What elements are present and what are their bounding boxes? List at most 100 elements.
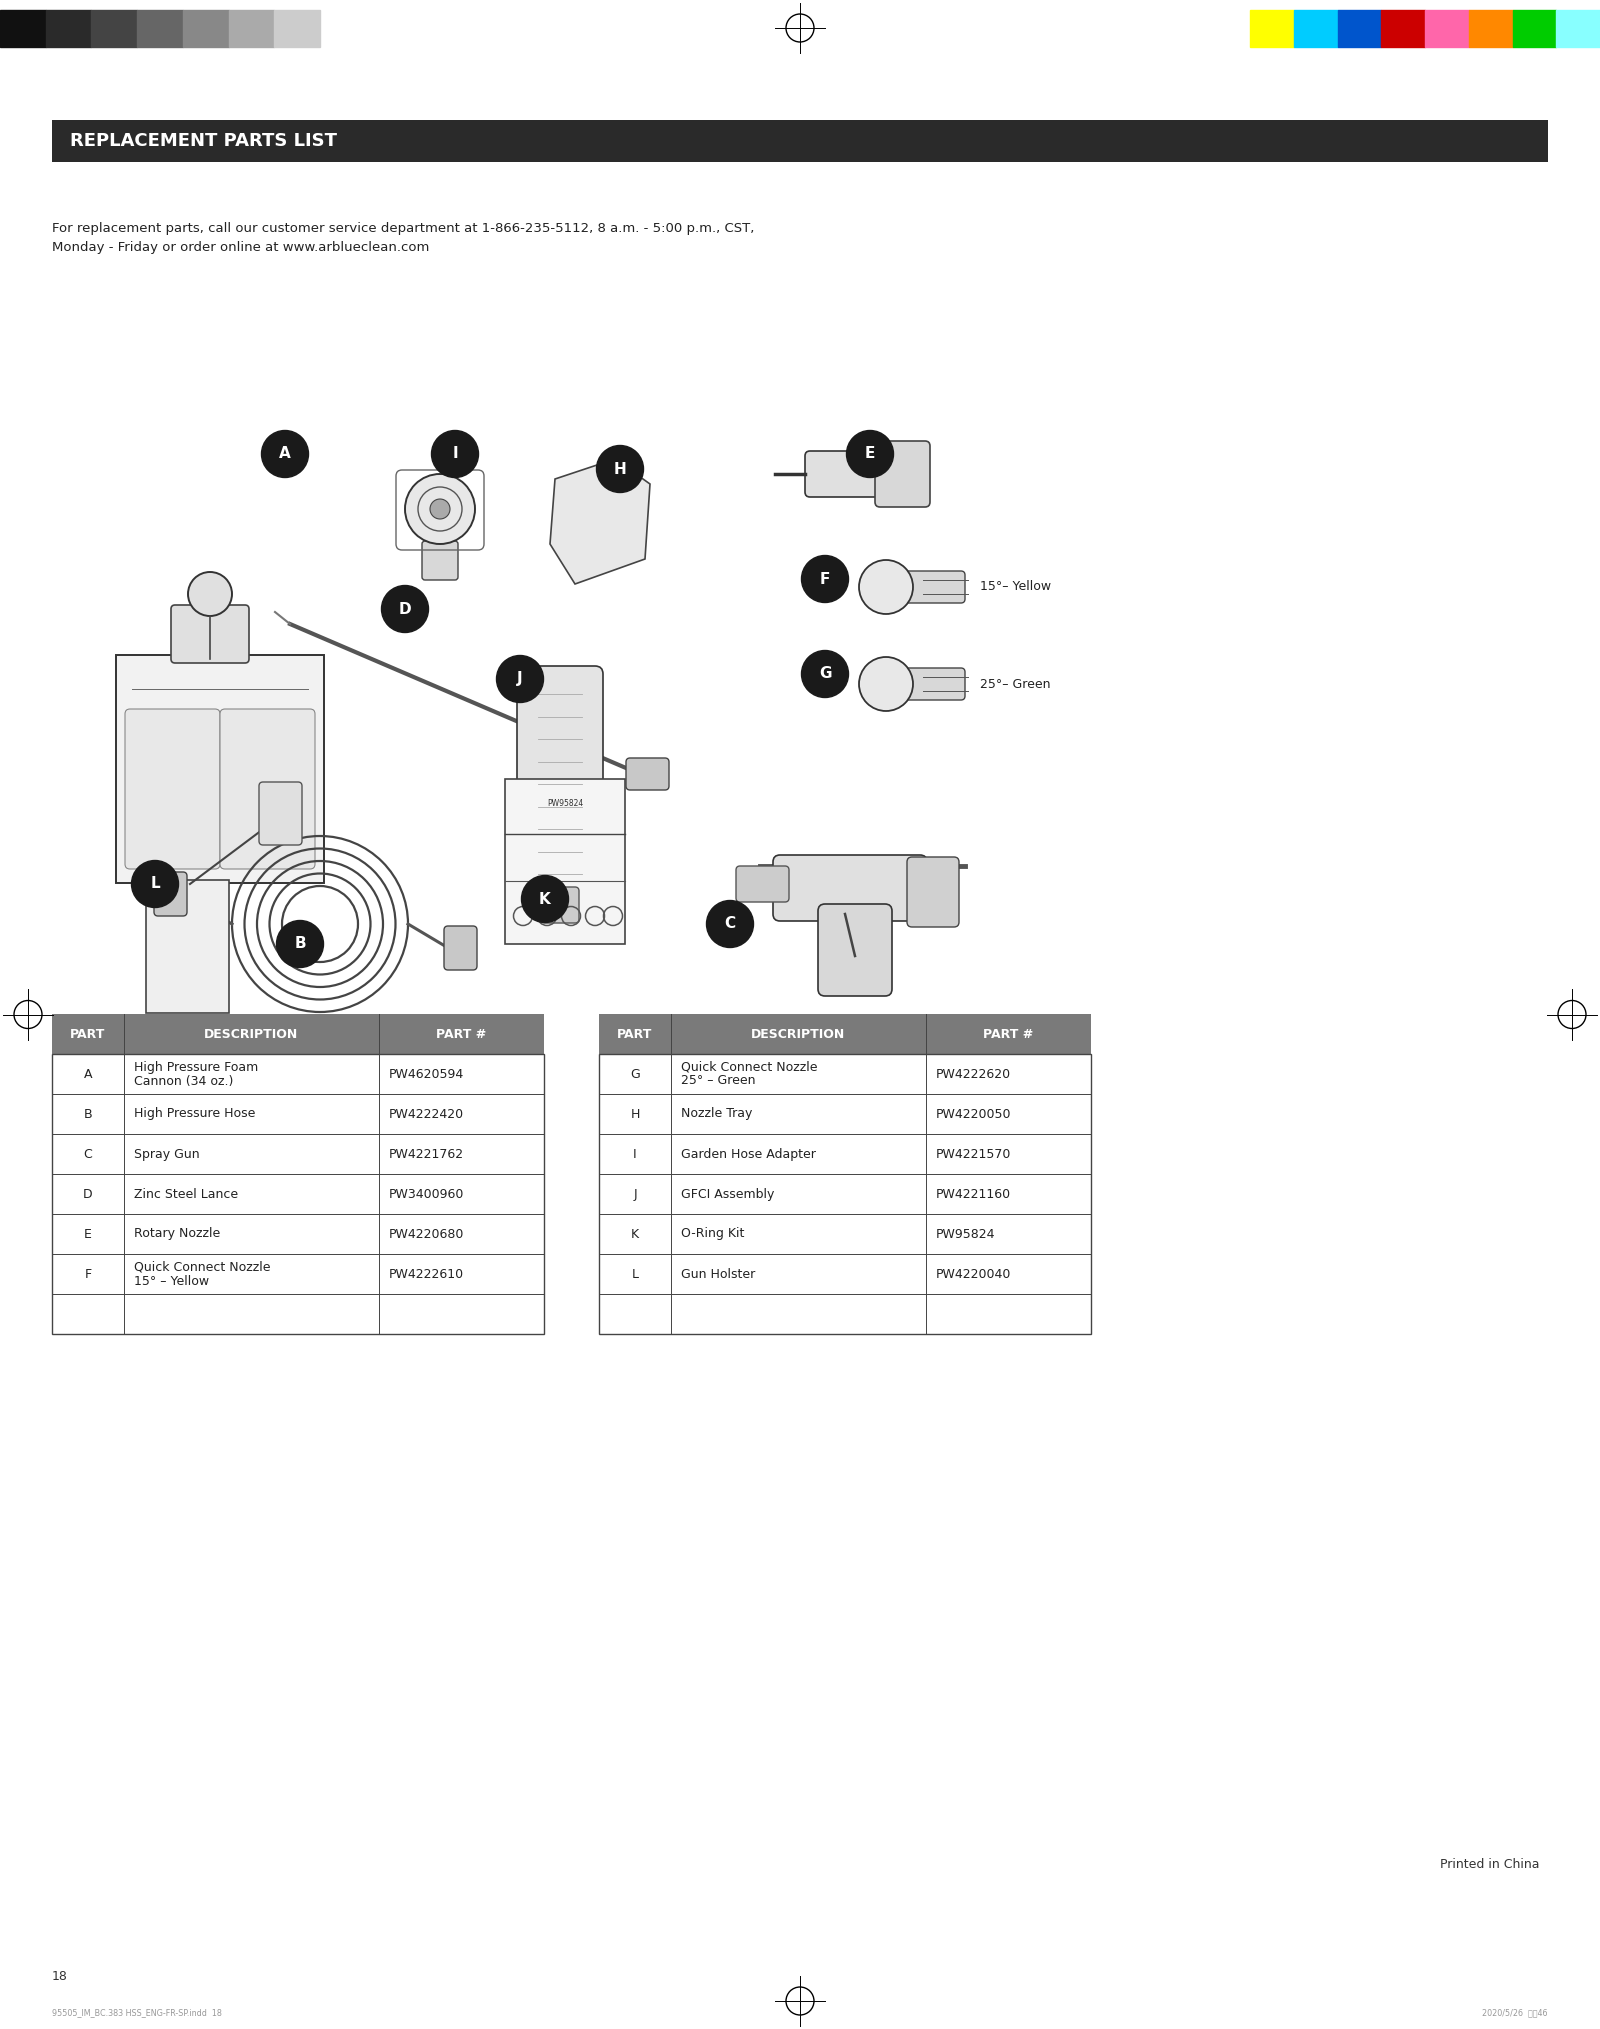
- Text: High Pressure Foam: High Pressure Foam: [134, 1061, 258, 1073]
- Text: A: A: [83, 1067, 93, 1081]
- Text: PW4222610: PW4222610: [389, 1268, 464, 1280]
- Text: Quick Connect Nozzle: Quick Connect Nozzle: [134, 1260, 270, 1274]
- Text: Printed in China: Printed in China: [1440, 1857, 1539, 1871]
- Bar: [598, 1014, 1091, 1053]
- Circle shape: [381, 586, 429, 633]
- Circle shape: [859, 560, 914, 615]
- Bar: [51, 1213, 544, 1254]
- FancyBboxPatch shape: [736, 866, 789, 903]
- Text: DESCRIPTION: DESCRIPTION: [205, 1027, 299, 1041]
- Text: D: D: [83, 1187, 93, 1201]
- FancyBboxPatch shape: [115, 655, 323, 883]
- Text: For replacement parts, call our customer service department at 1-866-235-5112, 8: For replacement parts, call our customer…: [51, 221, 754, 254]
- FancyBboxPatch shape: [626, 759, 669, 789]
- Text: PW4220040: PW4220040: [936, 1268, 1011, 1280]
- FancyBboxPatch shape: [902, 668, 965, 700]
- Circle shape: [405, 475, 475, 544]
- Bar: [1294, 10, 1338, 47]
- Text: I: I: [634, 1148, 637, 1161]
- Text: High Pressure Hose: High Pressure Hose: [134, 1108, 256, 1120]
- Circle shape: [430, 499, 450, 519]
- Circle shape: [131, 860, 179, 907]
- Text: G: G: [819, 666, 832, 682]
- Text: PART #: PART #: [437, 1027, 486, 1041]
- Bar: [1381, 10, 1426, 47]
- Text: E: E: [85, 1228, 91, 1240]
- Bar: [274, 10, 320, 47]
- Bar: [598, 1134, 1091, 1175]
- Text: F: F: [85, 1268, 91, 1280]
- Circle shape: [496, 655, 544, 702]
- Text: J: J: [634, 1187, 637, 1201]
- Bar: [138, 10, 182, 47]
- Polygon shape: [550, 459, 650, 584]
- Text: GFCI Assembly: GFCI Assembly: [682, 1187, 774, 1201]
- Text: O-Ring Kit: O-Ring Kit: [682, 1228, 744, 1240]
- Text: PW95824: PW95824: [547, 799, 582, 808]
- Text: 95505_IM_BC.383 HSS_ENG-FR-SP.indd  18: 95505_IM_BC.383 HSS_ENG-FR-SP.indd 18: [51, 2009, 222, 2017]
- Text: 25° – Green: 25° – Green: [682, 1075, 755, 1088]
- Text: Cannon (34 oz.): Cannon (34 oz.): [134, 1075, 234, 1088]
- Text: 18: 18: [51, 1970, 67, 1984]
- Text: PW4220050: PW4220050: [936, 1108, 1011, 1120]
- Bar: [1426, 10, 1469, 47]
- FancyBboxPatch shape: [146, 881, 229, 1012]
- FancyBboxPatch shape: [805, 450, 899, 497]
- Bar: [598, 1094, 1091, 1134]
- Bar: [1250, 10, 1294, 47]
- Bar: [51, 1053, 544, 1094]
- Text: G: G: [630, 1067, 640, 1081]
- FancyBboxPatch shape: [517, 666, 603, 903]
- Text: Quick Connect Nozzle: Quick Connect Nozzle: [682, 1061, 818, 1073]
- FancyBboxPatch shape: [445, 925, 477, 970]
- Text: 25°– Green: 25°– Green: [979, 678, 1051, 690]
- Circle shape: [432, 430, 478, 477]
- FancyBboxPatch shape: [125, 708, 221, 868]
- Text: 15°– Yellow: 15°– Yellow: [979, 580, 1051, 594]
- Text: PW3400960: PW3400960: [389, 1187, 464, 1201]
- Text: PW4222620: PW4222620: [936, 1067, 1011, 1081]
- Text: I: I: [453, 446, 458, 461]
- Bar: [1338, 10, 1381, 47]
- Text: F: F: [819, 572, 830, 586]
- Text: C: C: [725, 917, 736, 931]
- FancyBboxPatch shape: [171, 605, 250, 663]
- Text: J: J: [517, 672, 523, 686]
- Text: Garden Hose Adapter: Garden Hose Adapter: [682, 1148, 816, 1161]
- Text: B: B: [294, 937, 306, 952]
- Text: D: D: [398, 601, 411, 617]
- FancyBboxPatch shape: [221, 708, 315, 868]
- Text: B: B: [83, 1108, 93, 1120]
- Bar: [51, 1014, 544, 1053]
- Circle shape: [707, 901, 754, 948]
- Text: PW4221762: PW4221762: [389, 1148, 464, 1161]
- Text: H: H: [630, 1108, 640, 1120]
- FancyBboxPatch shape: [259, 781, 302, 844]
- Text: PART: PART: [70, 1027, 106, 1041]
- Bar: [1512, 10, 1557, 47]
- Bar: [1469, 10, 1512, 47]
- Text: K: K: [630, 1228, 638, 1240]
- Text: H: H: [614, 461, 626, 477]
- Text: Nozzle Tray: Nozzle Tray: [682, 1108, 752, 1120]
- FancyBboxPatch shape: [875, 440, 930, 507]
- Text: DESCRIPTION: DESCRIPTION: [752, 1027, 846, 1041]
- Text: C: C: [83, 1148, 93, 1161]
- Bar: [598, 1175, 1091, 1213]
- Bar: [506, 779, 626, 943]
- Text: PART #: PART #: [984, 1027, 1034, 1041]
- Bar: [0, 10, 46, 47]
- Bar: [51, 329, 1549, 1029]
- Circle shape: [261, 430, 309, 477]
- Text: L: L: [632, 1268, 638, 1280]
- Text: REPLACEMENT PARTS LIST: REPLACEMENT PARTS LIST: [70, 132, 338, 150]
- Circle shape: [859, 657, 914, 710]
- Text: PW4221570: PW4221570: [936, 1148, 1011, 1161]
- Text: E: E: [866, 446, 875, 461]
- Circle shape: [846, 430, 893, 477]
- Circle shape: [277, 921, 323, 968]
- FancyBboxPatch shape: [902, 570, 965, 603]
- Bar: [51, 1094, 544, 1134]
- Bar: [598, 1053, 1091, 1333]
- Text: Gun Holster: Gun Holster: [682, 1268, 755, 1280]
